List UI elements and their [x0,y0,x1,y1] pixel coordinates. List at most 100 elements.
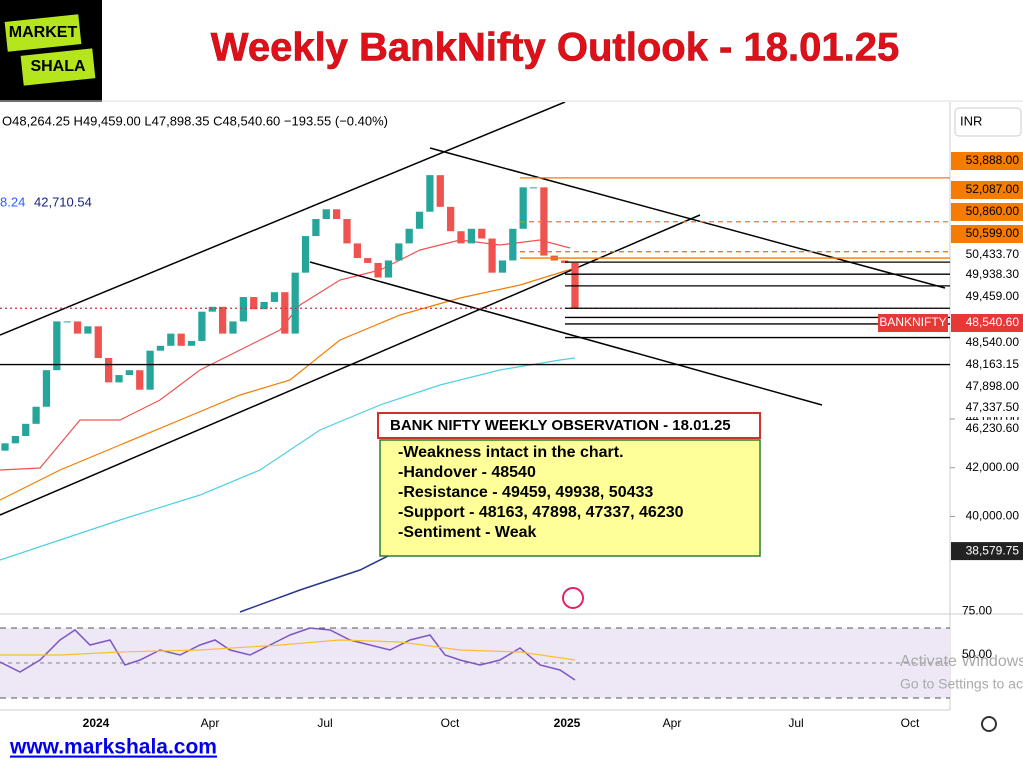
price-tag [951,314,1023,332]
ema-slow [0,357,576,561]
observation-title: BANK NIFTY WEEKLY OBSERVATION - 18.01.25 [390,417,731,434]
event-icon[interactable] [562,587,584,609]
price-tag [951,399,1023,417]
trendline [0,102,566,336]
candle [125,370,133,376]
price-tag [951,334,1023,352]
candle [146,350,154,390]
indicator-label: 8.24 [0,194,25,209]
price-label: 47,898.00 [966,379,1020,393]
candle [11,436,19,444]
candle [32,406,40,424]
price-label: 48,540.60 [966,315,1020,329]
candle [177,333,185,346]
candle [343,219,351,244]
candle [498,260,507,273]
candle [467,228,475,244]
candle [53,321,61,371]
price-tag [951,420,1023,438]
candle [105,358,113,383]
candle [22,423,30,437]
candle [84,326,92,334]
x-tick-label: Oct [901,716,920,730]
candle [281,292,289,334]
price-label: 49,938.30 [966,267,1020,281]
logo-text: SHALA [30,58,86,75]
ema-fast [0,239,571,471]
candle [426,175,434,212]
y-tick-label: 40,000.00 [966,509,1020,523]
candle [374,262,382,278]
observation-line: -Weakness intact in the chart. [398,444,624,461]
candle [405,228,413,244]
trendline [309,261,823,406]
candle [250,297,258,310]
candle [561,260,569,263]
candle [198,311,206,341]
price-tag [951,378,1023,396]
candle [353,243,361,259]
candle [219,306,227,334]
price-label: 38,579.75 [966,543,1020,557]
y-tick-label: 42,000.00 [966,460,1020,474]
observation-line: -Support - 48163, 47898, 47337, 46230 [398,504,684,521]
indicator-value: 42,710.54 [34,194,92,209]
observation-header [377,412,761,439]
candle [239,297,247,322]
price-tag [951,288,1023,306]
logo-band [4,14,82,52]
candle [167,333,175,346]
price-label: 47,337.50 [966,400,1020,414]
rsi-ma [0,639,576,661]
candle [312,219,320,237]
settings-icon[interactable] [981,716,997,732]
symbol-label: BANKNIFTY [879,315,946,329]
candle [509,228,517,261]
candle [208,306,216,312]
price-tag [951,225,1023,243]
candle [270,292,279,302]
candle [156,345,165,351]
x-tick-label: Apr [201,716,220,730]
x-tick-label: Jul [317,716,332,730]
candle [73,321,82,334]
watermark: Go to Settings to activate Windows. [900,676,1023,692]
candle [519,187,527,229]
candle [447,206,455,232]
candle [322,209,330,220]
candle [529,187,538,189]
observation-line: -Sentiment - Weak [398,524,537,541]
chart-title: Weekly BankNifty Outlook - 18.01.25 [211,26,899,70]
candle [136,370,144,390]
price-tag [951,542,1023,561]
candle [115,375,123,383]
x-tick-label: Oct [441,716,460,730]
price-label: 48,163.15 [966,357,1020,371]
price-tag [951,203,1023,221]
x-tick-label: Jul [788,716,803,730]
price-tag [951,356,1023,374]
candle [415,211,424,229]
candle [260,301,268,310]
website[interactable]: www.markshala.com [9,736,217,759]
candle [301,236,310,273]
candle [42,370,51,407]
candle [1,443,9,451]
logo-band [20,48,96,86]
candle [187,340,196,346]
currency[interactable]: INR [960,113,982,128]
symbol-tag [878,314,948,332]
candle [229,321,237,334]
price-tag [951,181,1023,199]
price-label: 50,433.70 [966,247,1020,261]
x-tick-label: 2025 [554,716,581,730]
ema-mid [0,267,576,501]
price-label: 49,459.00 [966,289,1020,303]
observation-line: -Resistance - 49459, 49938, 50433 [398,484,653,501]
logo-text: MARKET [9,24,78,41]
price-label: 50,860.00 [966,204,1020,218]
rsi-label: 50.00 [962,647,992,661]
currency-button[interactable] [954,107,1022,137]
price-tag [951,152,1023,170]
